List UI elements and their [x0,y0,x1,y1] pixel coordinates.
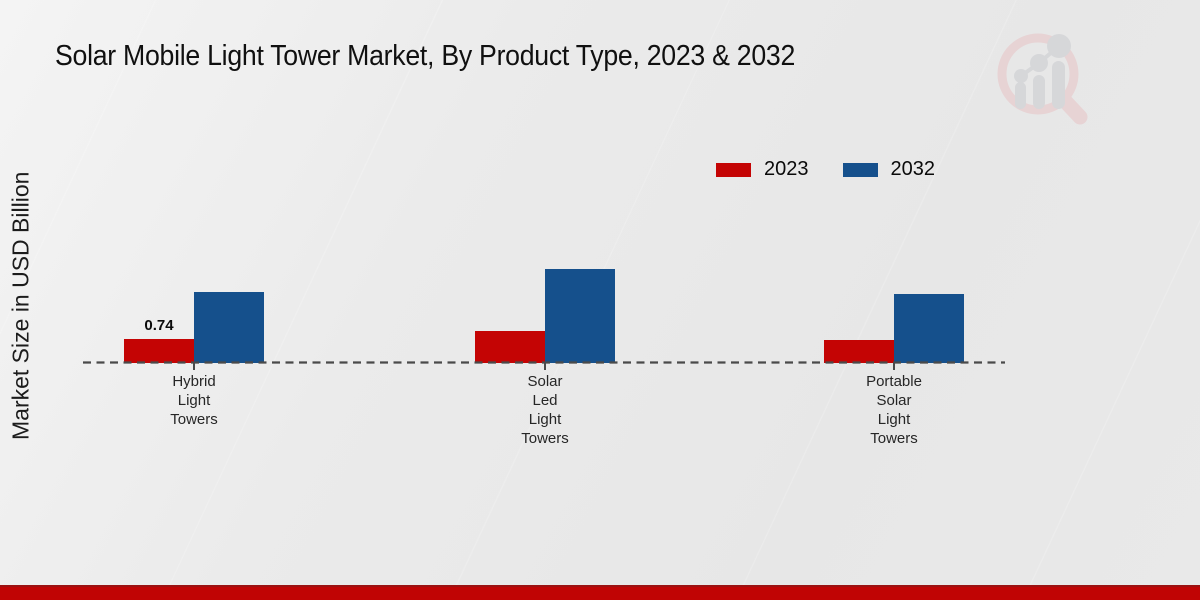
bar-value-label: 0.74 [144,317,174,334]
bar-2032-solar-led-light-towers [545,269,615,363]
x-axis-tick [544,363,546,370]
legend-label-2032: 2032 [890,158,936,180]
bar-2032-portable-solar-light-towers [894,294,964,363]
x-axis-tick [193,363,195,370]
legend: 2023 2032 [716,158,935,181]
x-axis-tick [893,363,895,370]
category-label-solar-led-light-towers: Solar Led Light Towers [521,373,569,447]
legend-item-2023: 2023 [716,158,809,181]
footer-red-bar [0,585,1200,600]
magnifier-bar-chart-logo-icon [997,33,1088,125]
bar-2023-hybrid-light-towers [124,339,194,363]
bar-2023-solar-led-light-towers [475,331,545,363]
legend-item-2032: 2032 [842,158,936,181]
category-label-portable-solar-light-towers: Portable Solar Light Towers [866,373,922,447]
legend-swatch-2032 [842,162,878,177]
x-axis-baseline [83,361,1005,364]
legend-swatch-2023 [716,162,751,177]
category-label-hybrid-light-towers: Hybrid Light Towers [170,373,218,428]
bar-2023-portable-solar-light-towers [824,340,894,363]
chart-title: Solar Mobile Light Tower Market, By Prod… [55,40,796,72]
legend-label-2023: 2023 [764,158,809,180]
bar-2032-hybrid-light-towers [194,292,264,363]
